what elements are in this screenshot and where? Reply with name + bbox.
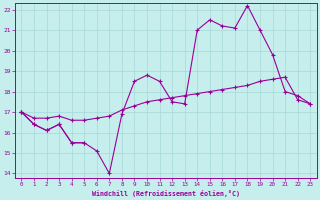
X-axis label: Windchill (Refroidissement éolien,°C): Windchill (Refroidissement éolien,°C): [92, 190, 240, 197]
